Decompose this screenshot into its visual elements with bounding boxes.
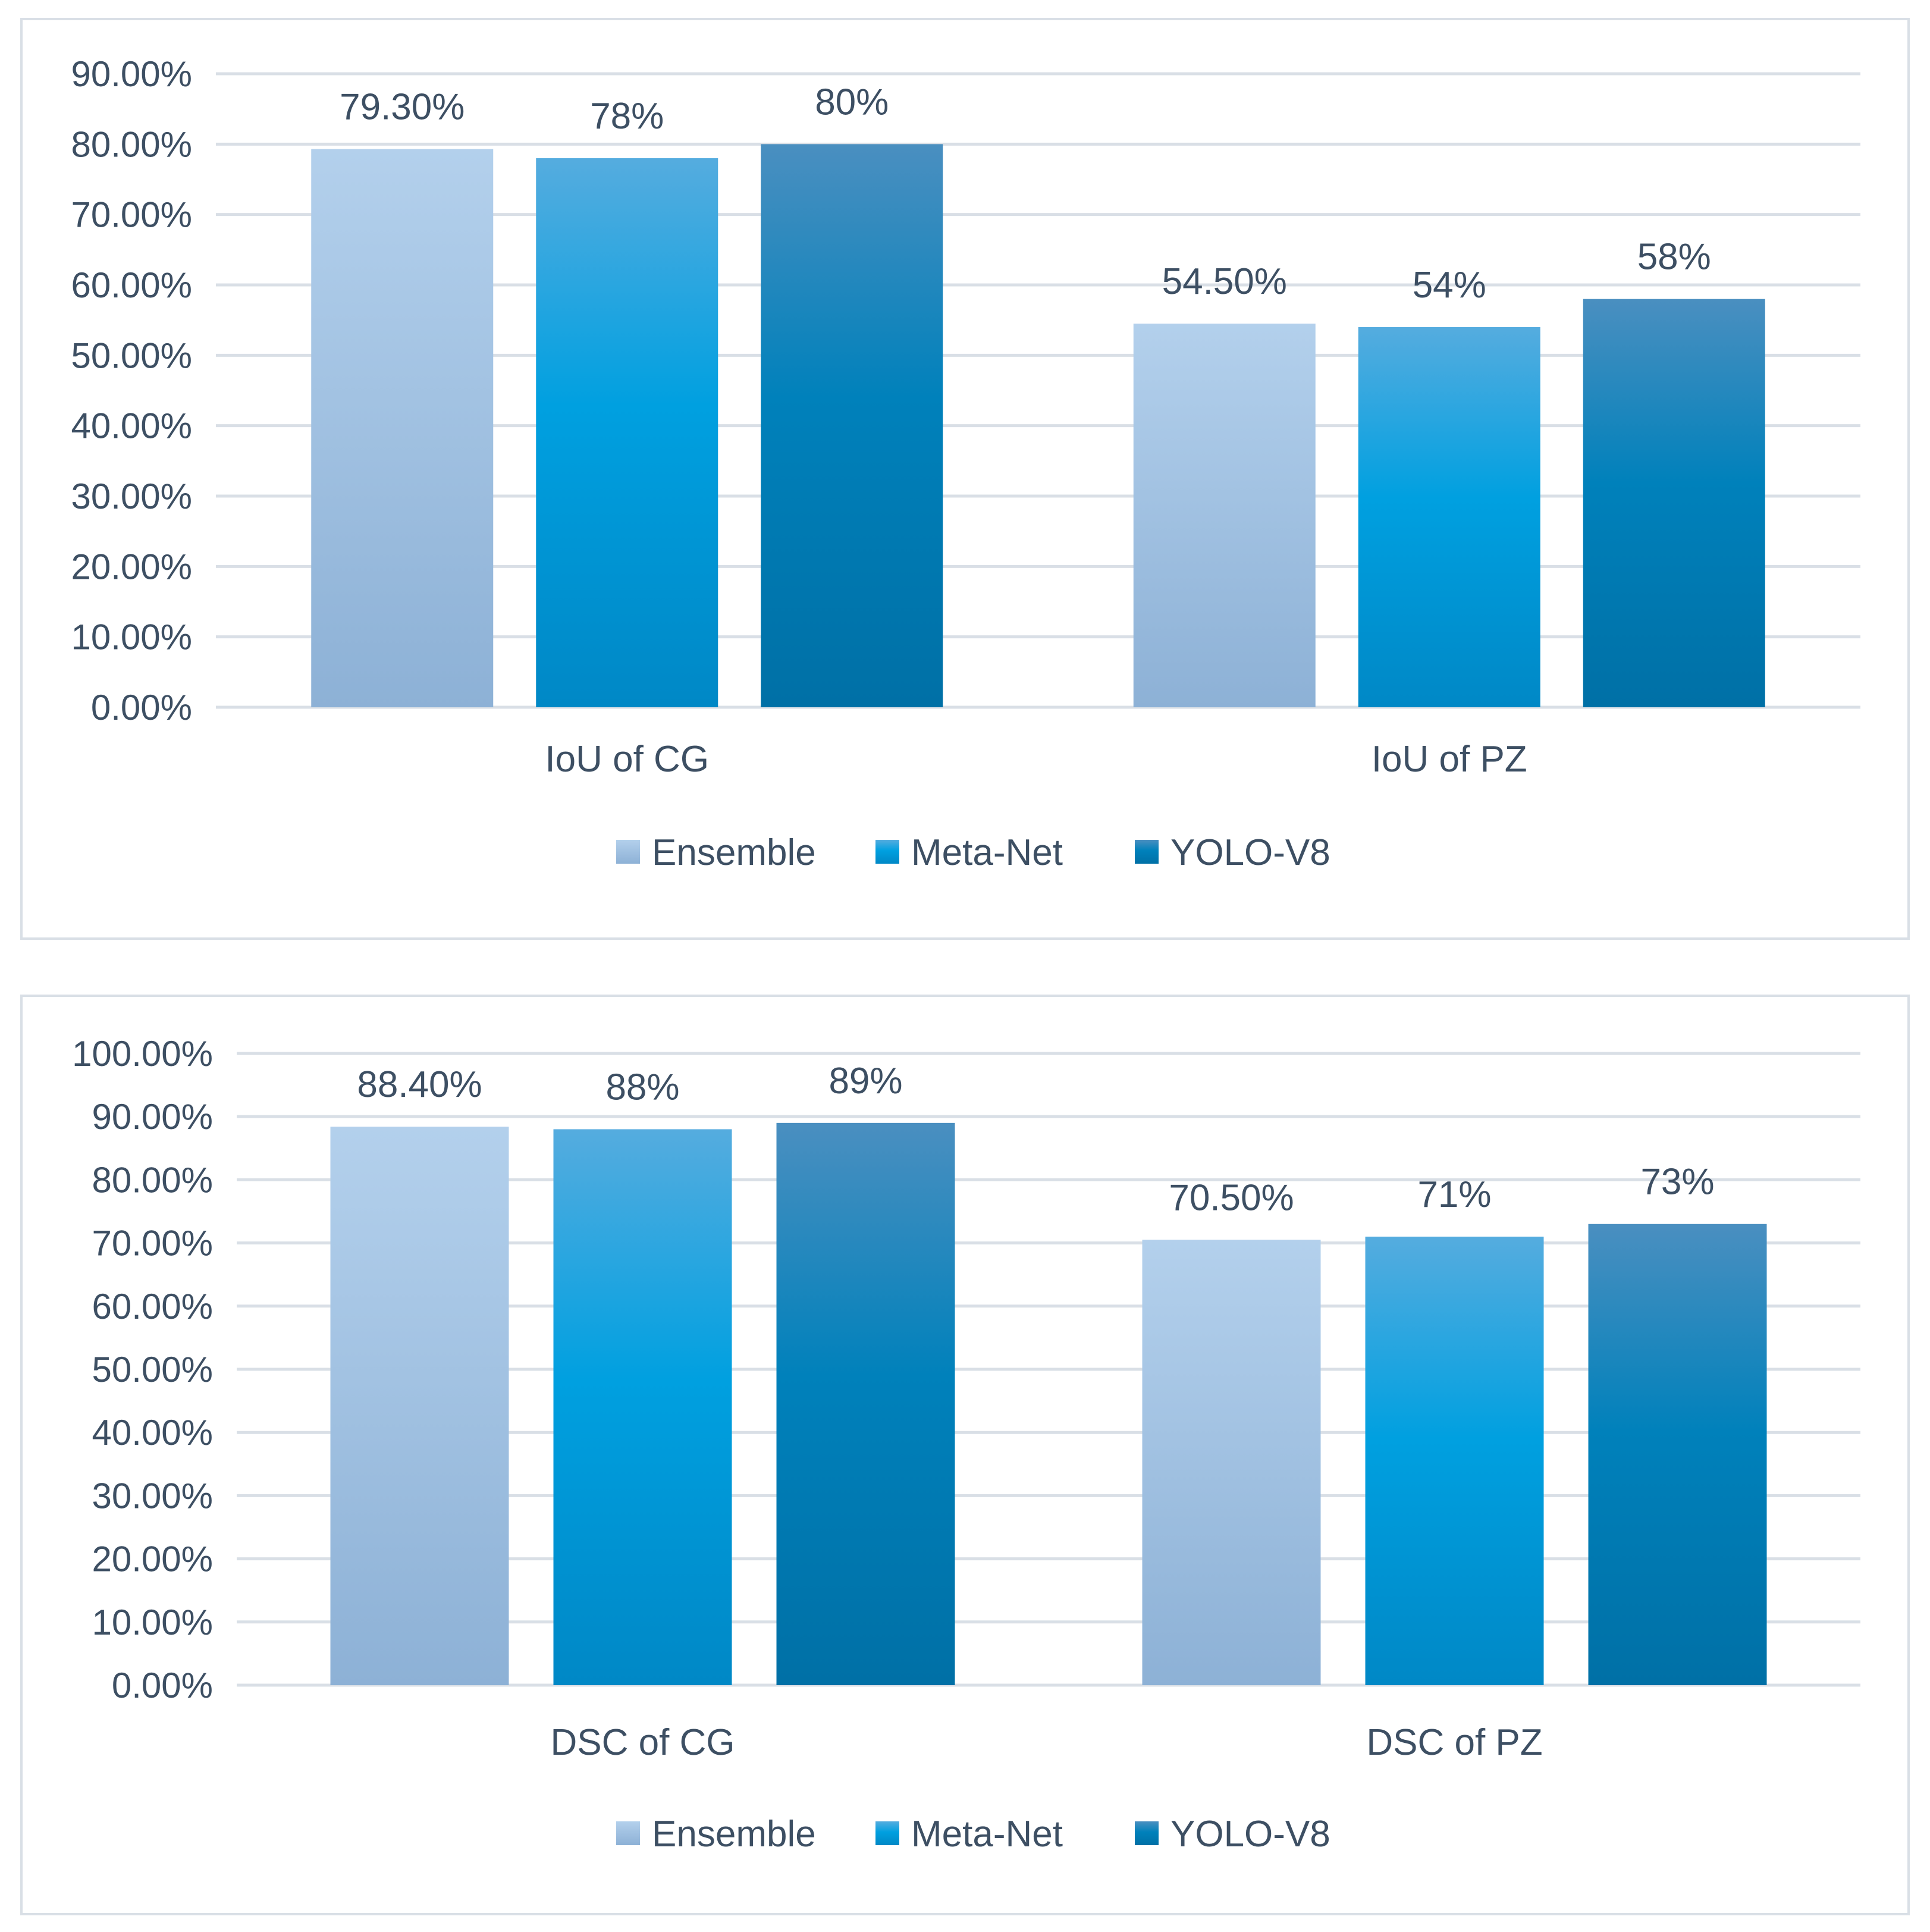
bar-meta-net-dsc-of-pz bbox=[1365, 1236, 1544, 1685]
data-label: 54% bbox=[1413, 265, 1486, 306]
iou-chart-panel: 0.00% 10.00% 20.00% 30.00% 40.00% 50.00% 60.00… bbox=[20, 18, 1910, 940]
data-label: 58% bbox=[1637, 237, 1711, 278]
y-tick-label: 90.00% bbox=[92, 1097, 214, 1137]
legend-swatch-yolo-v8 bbox=[1135, 1821, 1159, 1845]
bar-meta-net-dsc-of-cg bbox=[553, 1129, 732, 1685]
data-label: 88.40% bbox=[357, 1064, 482, 1105]
y-tick-label: 50.00% bbox=[71, 335, 193, 375]
y-tick-label: 20.00% bbox=[71, 547, 193, 586]
data-label: 80% bbox=[815, 81, 889, 123]
x-category-label: IoU of CG bbox=[545, 739, 709, 780]
y-tick-label: 40.00% bbox=[71, 406, 193, 446]
y-tick-label: 100.00% bbox=[72, 1034, 213, 1074]
bar-ensemble-dsc-of-cg bbox=[330, 1127, 509, 1685]
data-label: 71% bbox=[1417, 1174, 1491, 1215]
iou-bar-chart: 0.00% 10.00% 20.00% 30.00% 40.00% 50.00% 60.00… bbox=[71, 54, 1860, 873]
y-tick-label: 50.00% bbox=[92, 1350, 214, 1390]
bar-yolo-v8-dsc-of-cg bbox=[776, 1122, 955, 1685]
legend-label-yolo-v8: YOLO-V8 bbox=[1170, 1814, 1330, 1855]
y-tick-label: 70.00% bbox=[92, 1224, 214, 1263]
bar-ensemble-iou-of-pz bbox=[1133, 324, 1316, 707]
legend-label-meta-net: Meta-Net bbox=[911, 832, 1063, 873]
y-tick-label: 0.00% bbox=[91, 688, 192, 727]
y-tick-label: 80.00% bbox=[71, 124, 193, 164]
legend-label-ensemble: Ensemble bbox=[652, 1814, 816, 1855]
legend-swatch-meta-net bbox=[875, 840, 899, 864]
x-category-label: DSC of CG bbox=[550, 1722, 735, 1763]
data-label: 73% bbox=[1640, 1162, 1714, 1203]
bar-yolo-v8-iou-of-cg bbox=[761, 144, 943, 708]
y-tick-label: 20.00% bbox=[92, 1539, 214, 1579]
y-tick-label: 80.00% bbox=[92, 1160, 214, 1200]
y-tick-label: 60.00% bbox=[71, 265, 193, 305]
legend-label-ensemble: Ensemble bbox=[652, 832, 816, 873]
bar-ensemble-iou-of-cg bbox=[311, 149, 494, 707]
x-category-label: IoU of PZ bbox=[1372, 739, 1527, 780]
legend-swatch-ensemble bbox=[616, 1821, 640, 1845]
legend-swatch-ensemble bbox=[616, 840, 640, 864]
y-tick-label: 30.00% bbox=[71, 476, 193, 516]
bar-yolo-v8-iou-of-pz bbox=[1583, 299, 1765, 708]
legend-swatch-meta-net bbox=[875, 1821, 899, 1845]
y-tick-label: 10.00% bbox=[71, 617, 193, 657]
data-label: 89% bbox=[829, 1061, 902, 1102]
dsc-chart-panel: 0.00% 10.00% 20.00% 30.00% 40.00% 50.00% 60.00… bbox=[20, 995, 1910, 1915]
data-label: 54.50% bbox=[1162, 261, 1287, 302]
data-label: 79.30% bbox=[340, 87, 465, 128]
y-tick-label: 30.00% bbox=[92, 1476, 214, 1516]
data-label: 70.50% bbox=[1169, 1177, 1294, 1218]
bar-meta-net-iou-of-cg bbox=[536, 158, 718, 707]
y-tick-label: 60.00% bbox=[92, 1287, 214, 1326]
bar-ensemble-dsc-of-pz bbox=[1142, 1240, 1321, 1685]
bar-meta-net-iou-of-pz bbox=[1358, 327, 1540, 707]
x-category-label: DSC of PZ bbox=[1366, 1722, 1542, 1763]
y-tick-label: 0.00% bbox=[112, 1666, 213, 1705]
data-label: 78% bbox=[590, 96, 664, 137]
bar-yolo-v8-dsc-of-pz bbox=[1588, 1224, 1767, 1685]
y-tick-label: 40.00% bbox=[92, 1413, 214, 1453]
legend-swatch-yolo-v8 bbox=[1135, 840, 1159, 864]
legend-label-yolo-v8: YOLO-V8 bbox=[1170, 832, 1330, 873]
y-tick-label: 70.00% bbox=[71, 195, 193, 235]
data-label: 88% bbox=[605, 1067, 679, 1108]
dsc-bar-chart: 0.00% 10.00% 20.00% 30.00% 40.00% 50.00% 60.00… bbox=[72, 1034, 1860, 1855]
legend-label-meta-net: Meta-Net bbox=[911, 1814, 1063, 1855]
y-tick-label: 10.00% bbox=[92, 1602, 214, 1642]
y-tick-label: 90.00% bbox=[71, 54, 193, 94]
